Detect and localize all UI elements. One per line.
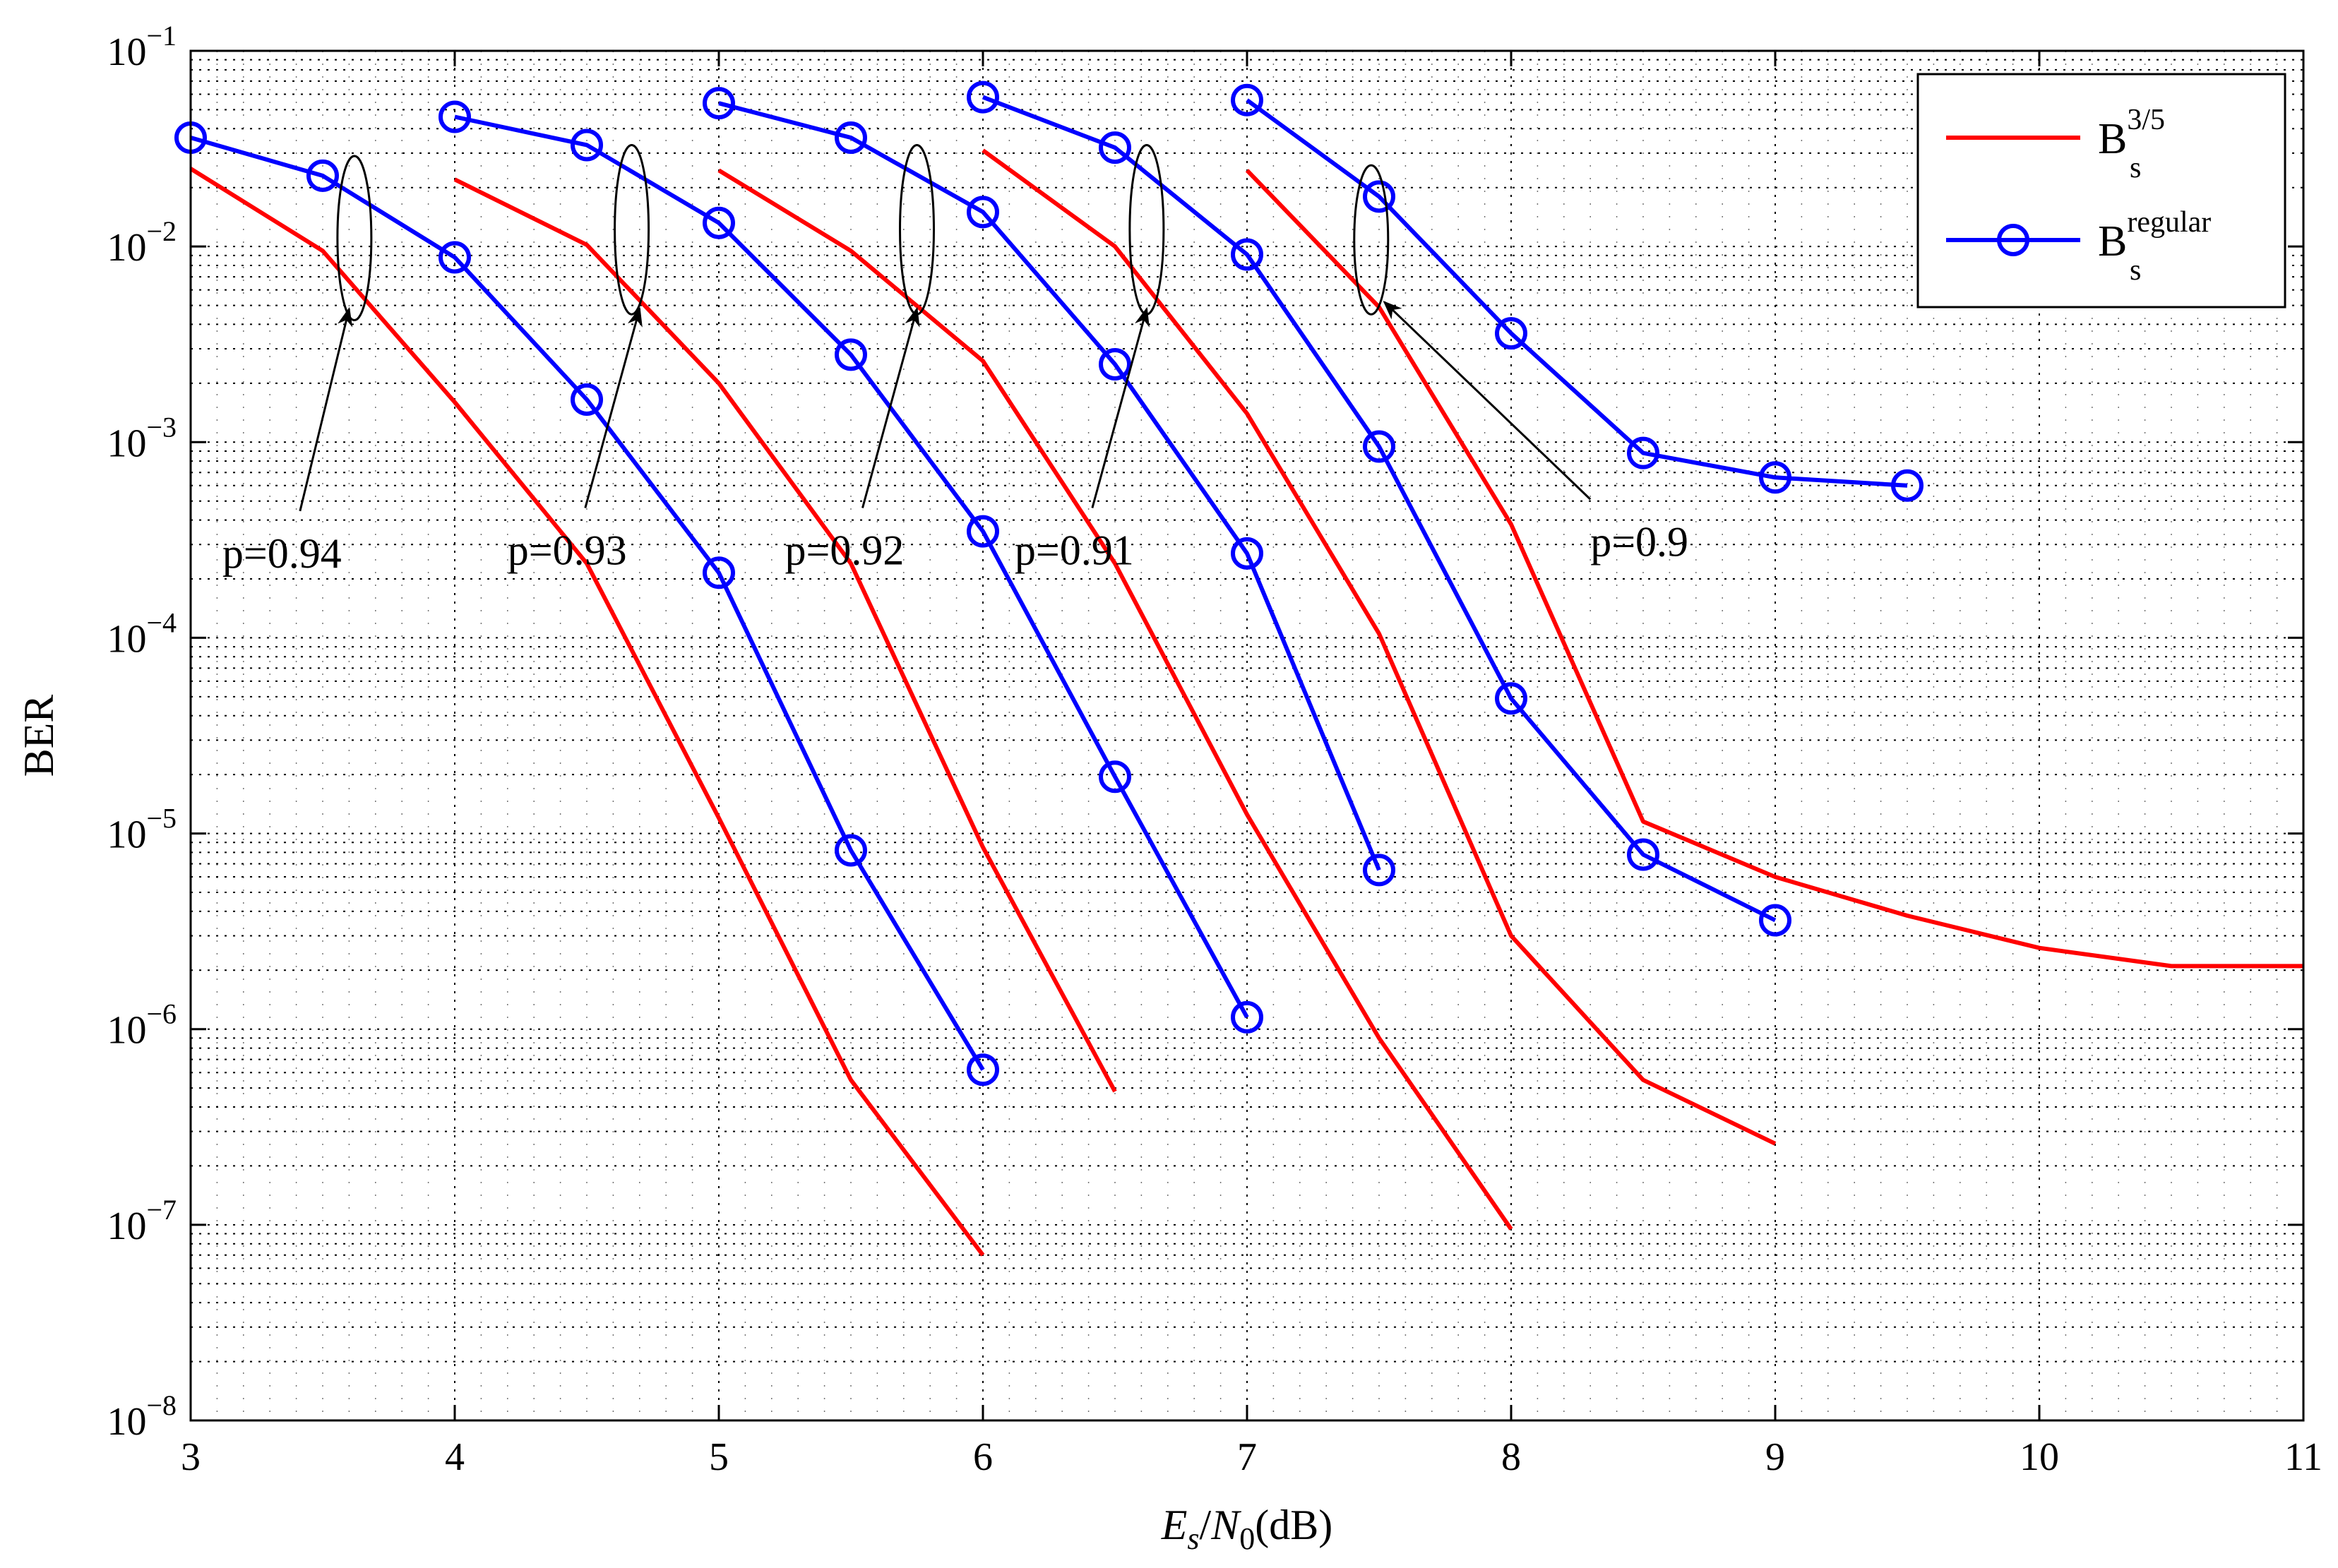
annotation-label: p=0.9 (1590, 518, 1688, 565)
x-tick-label: 4 (445, 1435, 465, 1479)
x-tick-label: 7 (1237, 1435, 1257, 1479)
annotation-label: p=0.91 (1015, 527, 1134, 574)
x-tick-label: 8 (1501, 1435, 1521, 1479)
annotation-label: p=0.93 (508, 527, 627, 574)
annotation-label: p=0.94 (222, 530, 342, 577)
x-tick-label: 9 (1765, 1435, 1785, 1479)
x-tick-label: 10 (2020, 1435, 2059, 1479)
x-tick-label: 3 (181, 1435, 201, 1479)
legend-box (1918, 74, 2285, 307)
annotation-label: p=0.92 (785, 527, 905, 574)
x-tick-label: 6 (973, 1435, 993, 1479)
y-axis-title: BER (16, 695, 62, 777)
ber-chart: p=0.94 p=0.93 p=0.92 p=0.91 p=0.9 3 4 5 6 7 8 9 10 1… (0, 0, 2338, 1568)
x-tick-label: 5 (709, 1435, 729, 1479)
x-tick-label: 11 (2284, 1435, 2322, 1479)
